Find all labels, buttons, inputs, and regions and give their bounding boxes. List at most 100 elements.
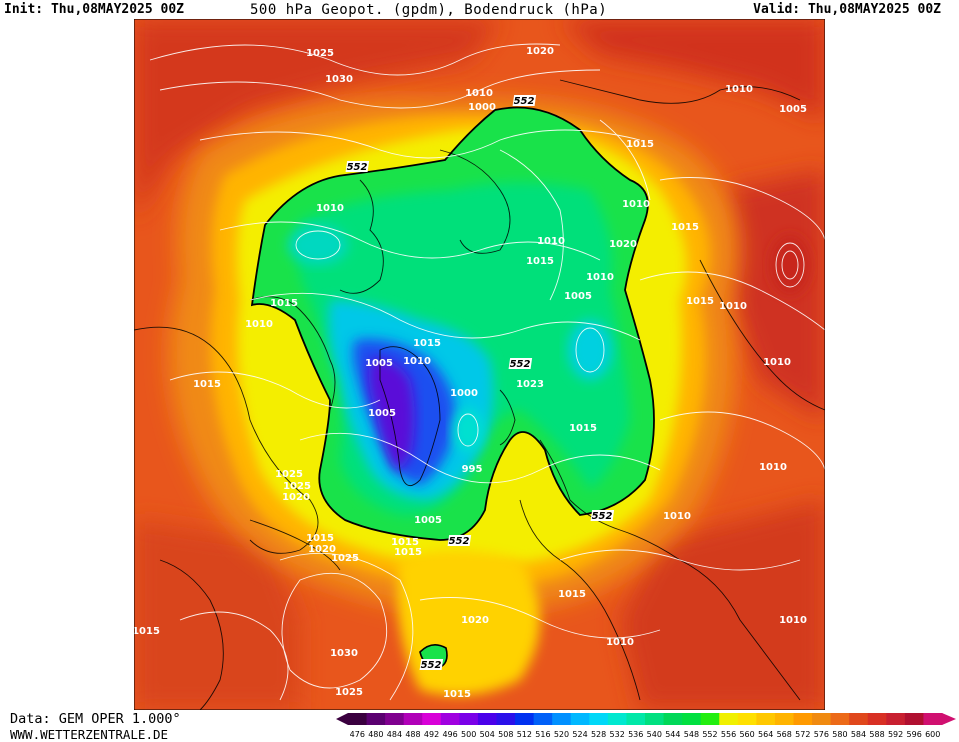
colorbar-tick-label: 500 — [461, 730, 476, 739]
colorbar-tick-label: 596 — [907, 730, 922, 739]
colorbar-swatch — [904, 713, 924, 725]
geopotential-labels: 552 552 552 552 552 552 — [345, 95, 615, 671]
geopotential-label: 552 — [447, 535, 472, 547]
colorbar-tick-label: 556 — [721, 730, 736, 739]
colorbar-tick-label: 532 — [610, 730, 625, 739]
colorbar-swatch — [422, 713, 442, 725]
pressure-label: 1005 — [779, 104, 807, 115]
colorbar-tick-label: 564 — [758, 730, 773, 739]
pressure-label: 1010 — [759, 462, 787, 473]
pressure-label: 1010 — [622, 199, 650, 210]
colorbar-swatch — [700, 713, 720, 725]
colorbar-tick-label: 552 — [702, 730, 717, 739]
colorbar-swatch — [589, 713, 609, 725]
chart-header: Init: Thu,08MAY2025 00Z 500 hPa Geopot. … — [0, 0, 959, 20]
colorbar-swatch — [756, 713, 776, 725]
colorbar-swatch — [515, 713, 535, 725]
pressure-label: 1005 — [368, 408, 396, 419]
colorbar-swatch — [607, 713, 627, 725]
colorbar-swatch — [793, 713, 813, 725]
geopotential-label-text: 552 — [449, 536, 470, 547]
colorbar-tick-label: 540 — [647, 730, 662, 739]
data-source: Data: GEM OPER 1.000° — [10, 711, 181, 727]
colorbar-swatch — [477, 713, 497, 725]
pressure-label: 1005 — [365, 358, 393, 369]
colorbar-tick-label: 572 — [795, 730, 810, 739]
pressure-label: 1010 — [779, 615, 807, 626]
pressure-label: 1020 — [609, 239, 637, 250]
colorbar-tick-label: 512 — [517, 730, 532, 739]
coastlines — [134, 79, 825, 710]
pressure-label: 1010 — [316, 203, 344, 214]
colorbar-tick-label: 584 — [851, 730, 866, 739]
pressure-label: 1010 — [719, 301, 747, 312]
colorbar-swatch — [682, 713, 702, 725]
pressure-label: 1025 — [275, 469, 303, 480]
colorbar-tick-label: 476 — [350, 730, 365, 739]
colorbar-low-arrow — [336, 713, 348, 725]
pressure-label: 1010 — [245, 319, 273, 330]
pressure-label: 1015 — [526, 256, 554, 267]
colorbar-tick-label: 576 — [814, 730, 829, 739]
website-url: WWW.WETTERZENTRALE.DE — [10, 727, 169, 742]
geopotential-label: 552 — [419, 659, 444, 671]
colorbar-tick-label: 492 — [424, 730, 439, 739]
pressure-label: 1005 — [414, 515, 442, 526]
colorbar-swatch — [867, 713, 887, 725]
colorbar-swatch — [719, 713, 739, 725]
colorbar-swatch — [366, 713, 386, 725]
colorbar-tick-label: 592 — [888, 730, 903, 739]
colorbar-tick-label: 600 — [925, 730, 940, 739]
pressure-label: 1015 — [413, 338, 441, 349]
pressure-label: 1020 — [282, 492, 310, 503]
pressure-label: 1010 — [663, 511, 691, 522]
pressure-label: 1000 — [468, 102, 496, 113]
colorbar-swatch — [923, 713, 943, 725]
pressure-label: 1015 — [193, 379, 221, 390]
pressure-label: 1010 — [465, 88, 493, 99]
pressure-label: 1015 — [626, 139, 654, 150]
colorbar-swatch — [626, 713, 646, 725]
pressure-label: 1010 — [403, 356, 431, 367]
geopotential-label: 552 — [508, 358, 533, 370]
colorbar-swatch — [403, 713, 423, 725]
geopotential-shading — [134, 19, 825, 710]
colorbar-tick-label: 480 — [368, 730, 383, 739]
colorbar-tick-label: 560 — [739, 730, 754, 739]
pressure-label: 1015 — [306, 533, 334, 544]
colorbar-swatch — [459, 713, 479, 725]
colorbar-legend: 476 480 484 488 492 496 500 504 508 512 516 520 524 5… — [336, 713, 956, 739]
init-time: Init: Thu,08MAY2025 00Z — [4, 2, 185, 17]
colorbar-tick-label: 488 — [405, 730, 420, 739]
colorbar-swatch — [348, 713, 368, 725]
colorbar-tick-label: 516 — [535, 730, 550, 739]
pressure-label: 1015 — [569, 423, 597, 434]
valid-time: Valid: Thu,08MAY2025 00Z — [753, 2, 941, 17]
colorbar-swatch — [849, 713, 869, 725]
pressure-label: 1025 — [331, 553, 359, 564]
pressure-label: 1010 — [725, 84, 753, 95]
pressure-label: 1025 — [335, 687, 363, 698]
colorbar-swatch — [440, 713, 460, 725]
colorbar-swatch — [533, 713, 553, 725]
colorbar-swatch — [886, 713, 906, 725]
colorbar-tick-label: 484 — [387, 730, 402, 739]
pressure-label: 1015 — [671, 222, 699, 233]
colorbar-swatch — [385, 713, 405, 725]
colorbar-tick-label: 536 — [628, 730, 643, 739]
geopotential-label: 552 — [590, 510, 615, 522]
isobars — [149, 43, 825, 701]
colorbar-high-arrow — [942, 713, 956, 725]
pressure-label: 1020 — [461, 615, 489, 626]
pressure-label: 1015 — [270, 298, 298, 309]
pressure-label: 1010 — [606, 637, 634, 648]
colorbar-swatch — [552, 713, 572, 725]
geopotential-label-text: 552 — [510, 359, 531, 370]
pressure-label: 1030 — [325, 74, 353, 85]
colorbar-swatch — [830, 713, 850, 725]
pressure-label: 1015 — [558, 589, 586, 600]
geopotential-label-text: 552 — [421, 660, 442, 671]
colorbar-swatch — [645, 713, 665, 725]
colorbar-swatch — [812, 713, 832, 725]
pressure-label: 1015 — [394, 547, 422, 558]
